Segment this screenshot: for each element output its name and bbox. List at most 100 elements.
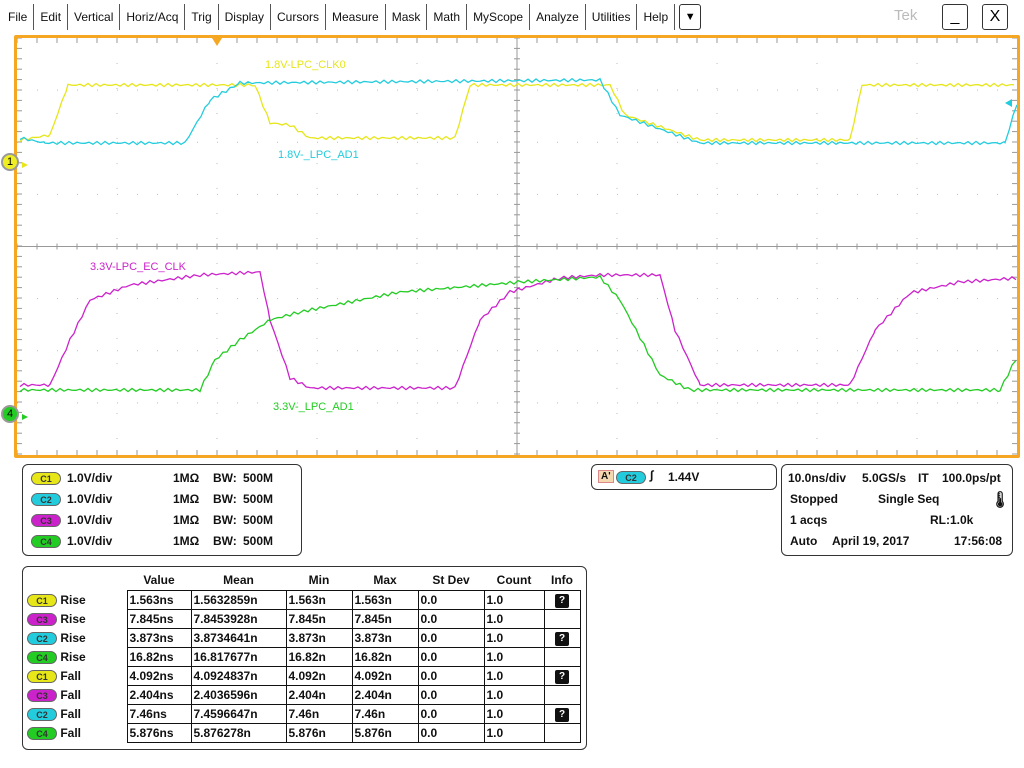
measurement-cell: 2.404n: [285, 684, 353, 705]
acq-count: 1 acqs: [790, 513, 828, 527]
measurement-cell: 1.563n: [351, 589, 419, 610]
measurement-type: Fall: [60, 725, 82, 740]
measurement-type: Rise: [60, 630, 86, 645]
channel-scale[interactable]: 1.0V/div: [67, 513, 113, 527]
measurement-cell: 7.4596647n: [190, 703, 287, 724]
measurement-cell: 1.0: [483, 684, 545, 705]
table-row[interactable]: C2 Fall 7.46ns 7.4596647n 7.46n 7.46n 0.0 1.0?: [27, 703, 581, 724]
measurement-cell: 7.845ns: [126, 608, 192, 629]
channel-bandwidth: 500M: [243, 492, 274, 506]
c3-waveform: [19, 270, 1017, 391]
trigger-position-marker: [212, 38, 222, 46]
minimize-button[interactable]: _: [942, 4, 968, 30]
menu-mask[interactable]: Mask: [386, 3, 428, 30]
channel-scale[interactable]: 1.0V/div: [67, 534, 113, 548]
menu-analyze[interactable]: Analyze: [530, 3, 586, 30]
c2-waveform-label: 1.8V-_LPC_AD1: [278, 149, 359, 161]
channel-bw-label: BW:: [213, 492, 237, 506]
table-row[interactable]: C3 Rise 7.845ns 7.8453928n 7.845n 7.845n 0.0 1…: [27, 608, 581, 629]
table-row[interactable]: C3 Fall 2.404ns 2.4036596n 2.404n 2.404n 0.0 1…: [27, 684, 581, 705]
menu-display[interactable]: Display: [219, 3, 271, 30]
menu-myscope[interactable]: MyScope: [467, 3, 531, 30]
channel-settings-panel: C1 1.0V/div 1MΩ BW: 500M C2 1.0V/div 1MΩ …: [22, 464, 302, 556]
measurement-cell: 7.8453928n: [190, 608, 287, 629]
acquisition-panel[interactable]: 10.0ns/div 5.0GS/s IT 100.0ps/pt Stopped…: [781, 464, 1013, 556]
channel-badge[interactable]: C4: [31, 535, 61, 548]
rising-edge-icon: ∫: [650, 468, 654, 482]
measurement-cell: 1.5632859n: [190, 589, 287, 610]
measurement-cell: 1.0: [483, 722, 545, 743]
waveform-display[interactable]: [14, 35, 1020, 458]
trigger-level: 1.44V: [668, 470, 700, 484]
channel-badge: C3: [27, 688, 57, 702]
time: 17:56:08: [954, 534, 1003, 548]
channel-bandwidth: 500M: [243, 513, 274, 527]
c1-ground-marker[interactable]: 1: [1, 153, 19, 171]
measurement-cell: 7.46n: [351, 703, 419, 724]
measurement-type: Fall: [60, 668, 82, 683]
measurement-cell: 5.876ns: [126, 722, 192, 743]
column-header: Info: [551, 573, 573, 588]
measurement-cell: 16.82ns: [126, 646, 192, 667]
channel-scale[interactable]: 1.0V/div: [67, 471, 113, 485]
measurement-cell: 16.82n: [351, 646, 419, 667]
menu-measure[interactable]: Measure: [326, 3, 386, 30]
channel-bw-label: BW:: [213, 513, 237, 527]
menu-edit[interactable]: Edit: [34, 3, 69, 30]
measurement-cell: 7.46ns: [126, 703, 192, 724]
thermometer-icon: 🌡: [990, 492, 1011, 509]
info-icon[interactable]: ?: [555, 669, 569, 684]
column-header: Value: [143, 573, 175, 588]
c4-waveform-label: 3.3V-_LPC_AD1: [273, 401, 354, 413]
channel-bw-label: BW:: [213, 534, 237, 548]
info-icon[interactable]: ?: [555, 707, 569, 722]
measurement-type: Rise: [60, 592, 86, 607]
channel-impedance: 1MΩ: [173, 492, 200, 506]
graticule: [17, 38, 1017, 455]
channel-bw-label: BW:: [213, 471, 237, 485]
menu-trig[interactable]: Trig: [185, 3, 219, 30]
column-header: St Dev: [432, 573, 470, 588]
sample-rate: 5.0GS/s: [862, 471, 907, 485]
measurement-cell: 0.0: [417, 627, 485, 648]
close-button[interactable]: X: [982, 4, 1008, 30]
pt-rate-value: 100.0ps/pt: [942, 471, 1001, 485]
table-row[interactable]: C2 Rise 3.873ns 3.8734641n 3.873n 3.873n 0.0 1…: [27, 627, 581, 648]
measurement-cell: 3.873ns: [126, 627, 192, 648]
c4-ground-marker[interactable]: 4: [1, 405, 19, 423]
info-icon[interactable]: ?: [555, 631, 569, 646]
menu-bar: File Edit Vertical Horiz/Acq Trig Display Curs…: [0, 0, 1024, 33]
menu-utilities[interactable]: Utilities: [586, 3, 638, 30]
channel-badge[interactable]: C1: [31, 472, 61, 485]
menu-cursors[interactable]: Cursors: [271, 3, 327, 30]
measurement-cell: 1.563ns: [126, 589, 192, 610]
channel-badge[interactable]: C3: [31, 514, 61, 527]
measurement-cell: 2.404n: [351, 684, 419, 705]
menu-math[interactable]: Math: [427, 3, 468, 30]
menu-vertical[interactable]: Vertical: [68, 3, 121, 30]
measurement-cell: 5.876n: [285, 722, 353, 743]
channel-badge[interactable]: C2: [31, 493, 61, 506]
channel-badge: C4: [27, 650, 57, 664]
record-length: RL:1.0k: [930, 513, 974, 527]
trigger-readout[interactable]: A' C2 ∫ 1.44V: [591, 464, 777, 490]
measurement-cell: 7.845n: [351, 608, 419, 629]
measurement-type: Fall: [60, 706, 82, 721]
c2-waveform: [19, 77, 1017, 146]
measurement-type: Rise: [60, 611, 86, 626]
table-row[interactable]: C4 Fall 5.876ns 5.876278n 5.876n 5.876n 0.0 1.…: [27, 722, 581, 743]
menu-file[interactable]: File: [0, 3, 35, 30]
menu-help[interactable]: Help: [637, 3, 676, 30]
table-row[interactable]: C1 Fall 4.092ns 4.0924837n 4.092n 4.092n 0.0 1…: [27, 665, 581, 686]
channel-scale[interactable]: 1.0V/div: [67, 492, 113, 506]
menu-dropdown-button[interactable]: ▼: [679, 3, 702, 30]
table-row[interactable]: C1 Rise 1.563ns 1.5632859n 1.563n 1.563n 0.0 1…: [27, 589, 581, 610]
measurement-cell: 1.0: [483, 665, 545, 686]
measurement-cell: 16.817677n: [190, 646, 287, 667]
menu-horizacq[interactable]: Horiz/Acq: [120, 3, 186, 30]
table-row[interactable]: C4 Rise 16.82ns 16.817677n 16.82n 16.82n 0.0 1…: [27, 646, 581, 667]
trigger-level-marker: [1005, 99, 1012, 107]
measurement-cell: 1.0: [483, 703, 545, 724]
channel-impedance: 1MΩ: [173, 471, 200, 485]
info-icon[interactable]: ?: [555, 593, 569, 608]
